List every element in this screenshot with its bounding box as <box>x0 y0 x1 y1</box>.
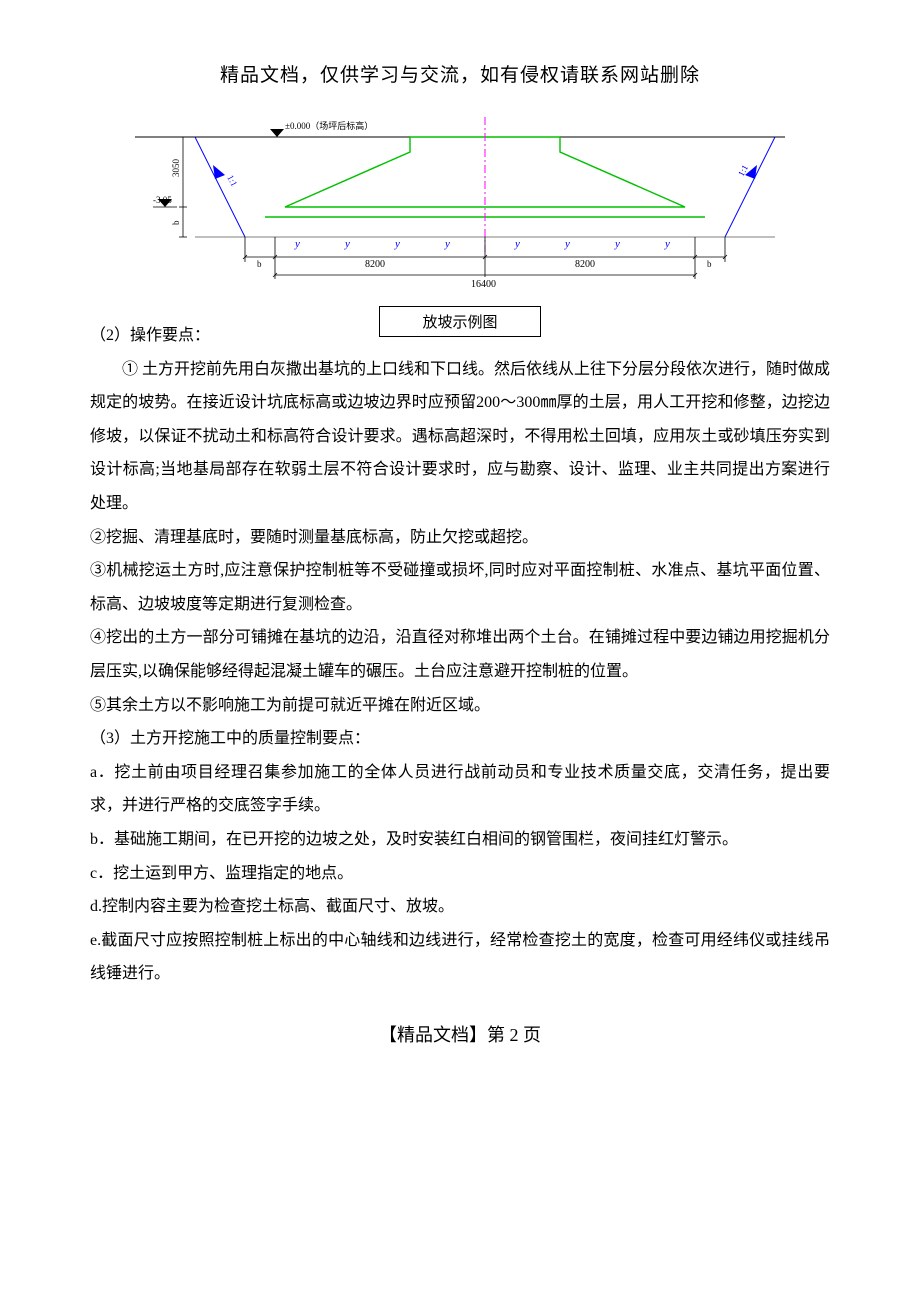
svg-text:y: y <box>614 238 620 250</box>
section3-lead: （3）土方开挖施工中的质量控制要点： <box>90 722 830 756</box>
slope-diagram: ±0.000（场坪后标高） 3050 b -3.05 1:1 1: <box>135 117 785 297</box>
svg-text:y: y <box>294 238 300 250</box>
svg-text:y: y <box>344 238 350 250</box>
page-root: 精品文档，仅供学习与交流，如有侵权请联系网站删除 ±0.000（场坪后标高） 3… <box>0 0 920 1302</box>
para-d: d.控制内容主要为检查挖土标高、截面尺寸、放坡。 <box>90 890 830 924</box>
dim-b-vert: b <box>171 220 181 225</box>
body-text: （2）操作要点： ① 土方开挖前先用白灰撒出基坑的上口线和下口线。然后依线从上往… <box>90 319 830 991</box>
dim-8200-left: 8200 <box>365 259 385 270</box>
diagram-container: ±0.000（场坪后标高） 3050 b -3.05 1:1 1: <box>135 117 785 337</box>
page-header: 精品文档，仅供学习与交流，如有侵权请联系网站删除 <box>90 60 830 87</box>
dim-8200-right: 8200 <box>575 259 595 270</box>
dim-b-right: b <box>707 259 712 269</box>
svg-text:y: y <box>444 238 450 250</box>
elev-label: ±0.000（场坪后标高） <box>285 120 373 131</box>
para-b: b．基础施工期间，在已开挖的边坡之处，及时安装红白相间的钢管围栏，夜间挂红灯警示… <box>90 823 830 857</box>
page-footer: 【精品文档】第 2 页 <box>90 1021 830 1047</box>
dim-3050: 3050 <box>171 159 181 178</box>
svg-text:y: y <box>394 238 400 250</box>
slope-ratio-left: 1:1 <box>225 173 239 188</box>
para-1: ① 土方开挖前先用白灰撒出基坑的上口线和下口线。然后依线从上往下分层分段依次进行… <box>90 353 830 521</box>
dim-b-left: b <box>257 259 262 269</box>
svg-text:y: y <box>664 238 670 250</box>
diagram-caption: 放坡示例图 <box>379 306 541 337</box>
para-5: ⑤其余土方以不影响施工为前提可就近平摊在附近区域。 <box>90 689 830 723</box>
y-marks-group: y y y y y y y y <box>294 238 670 250</box>
para-2: ②挖掘、清理基底时，要随时测量基底标高，防止欠挖或超挖。 <box>90 521 830 555</box>
svg-text:y: y <box>514 238 520 250</box>
svg-text:y: y <box>564 238 570 250</box>
para-4: ④挖出的土方一部分可铺摊在基坑的边沿，沿直径对称堆出两个土台。在铺摊过程中要边铺… <box>90 621 830 688</box>
para-a: a．挖土前由项目经理召集参加施工的全体人员进行战前动员和专业技术质量交底，交清任… <box>90 756 830 823</box>
para-3: ③机械挖运土方时,应注意保护控制桩等不受碰撞或损坏,同时应对平面控制桩、水准点、… <box>90 554 830 621</box>
para-c: c．挖土运到甲方、监理指定的地点。 <box>90 857 830 891</box>
para-e: e.截面尺寸应按照控制桩上标出的中心轴线和边线进行，经常检查挖土的宽度，检查可用… <box>90 924 830 991</box>
dim-16400: 16400 <box>471 279 496 290</box>
